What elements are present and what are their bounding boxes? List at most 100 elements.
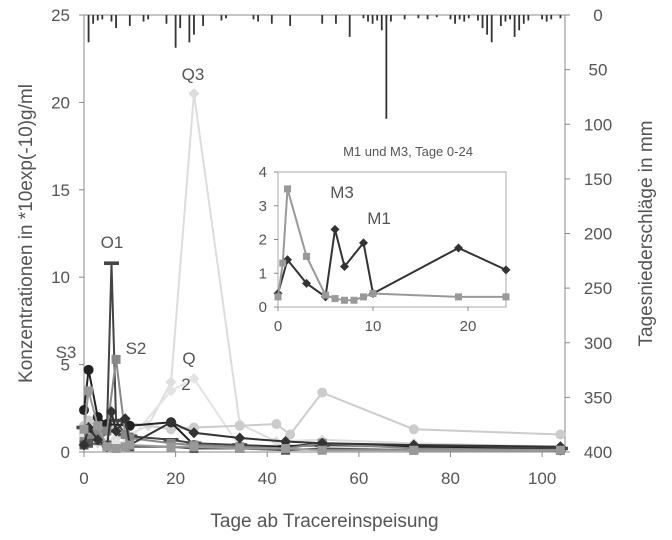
precipitation-bar — [491, 15, 493, 42]
y-right-tick-label: 250 — [584, 279, 612, 298]
annotation-label: S3 — [56, 343, 77, 362]
precipitation-bar — [381, 15, 383, 30]
precipitation-bar — [523, 15, 525, 24]
precipitation-bar — [436, 15, 438, 17]
precipitation-bar — [550, 15, 552, 19]
precipitation-bar — [404, 15, 406, 19]
series-point-q1 — [317, 388, 327, 398]
annotation-label: S2 — [126, 339, 147, 358]
precipitation-bar — [372, 15, 374, 24]
precipitation-bar — [459, 15, 461, 19]
series-point-o1 — [104, 261, 119, 265]
precipitation-bar — [221, 15, 223, 20]
inset-y-tick-label: 0 — [259, 299, 267, 316]
series-point-s2 — [112, 355, 121, 364]
precipitation-bar — [193, 15, 195, 35]
y-tick-label: 0 — [61, 443, 70, 462]
y-right-axis-label: Tagesniederschläge in mm — [636, 120, 657, 346]
series-point-s3 — [84, 365, 94, 375]
precipitation-bar — [546, 15, 548, 22]
precipitation-bar — [202, 15, 204, 26]
inset-annotation-label: M1 — [367, 209, 391, 228]
series-point-m3 — [318, 446, 327, 455]
x-axis-label: Tage ab Tracereinspeisung — [210, 511, 438, 532]
precipitation-bar — [463, 15, 465, 22]
inset-title: M1 und M3, Tage 0-24 — [343, 144, 473, 159]
inset-series-point-m3 — [303, 253, 310, 260]
inset-x-tick-label: 0 — [274, 318, 282, 335]
x-tick-label: 60 — [349, 469, 368, 488]
precipitation-bar — [111, 15, 113, 22]
series-point-q1 — [235, 421, 245, 431]
precipitation-bar — [97, 15, 99, 20]
precipitation-bar — [486, 15, 488, 35]
y-right-tick-label: 350 — [584, 388, 612, 407]
x-tick-label: 80 — [441, 469, 460, 488]
precipitation-bar — [143, 15, 145, 22]
precipitation-bar — [257, 15, 259, 22]
annotation-label: Q — [182, 349, 195, 368]
precipitation-bar — [92, 15, 94, 24]
y-tick-label: 10 — [51, 268, 70, 287]
precipitation-bar — [454, 15, 456, 24]
inset-series-point-m3 — [279, 260, 286, 267]
precipitation-bar — [385, 15, 387, 119]
y-tick-label: 25 — [51, 6, 70, 25]
series-point-m3 — [189, 442, 198, 451]
series-point-m3 — [84, 386, 93, 395]
inset-y-tick-label: 4 — [259, 164, 267, 181]
series-point-q1 — [555, 430, 565, 440]
series-point-m3 — [556, 446, 565, 455]
precipitation-bar — [271, 15, 273, 24]
series-point-q1 — [271, 419, 281, 429]
precipitation-bar — [560, 15, 562, 18]
series-point-m3 — [80, 425, 89, 434]
y-tick-label: 15 — [51, 181, 70, 200]
precipitation-bar — [349, 15, 351, 37]
y-tick-label: 20 — [51, 93, 70, 112]
inset-series-point-m3 — [332, 295, 339, 302]
series-point-m3 — [93, 421, 102, 430]
precipitation-bar — [88, 15, 90, 42]
precipitation-bar — [514, 15, 516, 37]
series-point-m3 — [102, 442, 111, 451]
inset-y-tick-label: 1 — [259, 265, 267, 282]
annotation-label: Q3 — [182, 65, 205, 84]
x-tick-label: 0 — [79, 469, 88, 488]
precipitation-bar — [390, 15, 392, 22]
precipitation-bar — [367, 15, 369, 22]
x-tick-label: 20 — [166, 469, 185, 488]
inset-annotation-label: M3 — [330, 183, 354, 202]
inset-series-point-m3 — [360, 293, 367, 300]
y-right-tick-label: 100 — [584, 115, 612, 134]
precipitation-bar — [468, 15, 470, 18]
y-right-tick-label: 400 — [584, 443, 612, 462]
precipitation-bar — [505, 15, 507, 22]
precipitation-bar — [289, 15, 291, 26]
series-point-m3 — [112, 444, 121, 453]
series-point-m3 — [409, 446, 418, 455]
precipitation-bar — [477, 15, 479, 20]
precipitation-bar — [482, 15, 484, 28]
precipitation-bar — [427, 15, 429, 19]
inset-series-point-m3 — [503, 293, 510, 300]
precipitation-bar — [115, 15, 117, 28]
y-axis-label: Konzentrationen in *10exp(-10)g/ml — [16, 84, 37, 383]
y-right-tick-label: 50 — [589, 61, 608, 80]
series-point-q1 — [409, 424, 419, 434]
precipitation-bar — [179, 15, 181, 28]
precipitation-bar — [418, 15, 420, 18]
precipitation-bar — [101, 15, 103, 19]
precipitation-bar — [147, 15, 149, 19]
series-point-m3 — [235, 444, 244, 453]
precipitation-bar — [363, 15, 365, 18]
precipitation-bar — [188, 15, 190, 42]
inset-x-tick-label: 20 — [460, 318, 477, 335]
y-right-tick-label: 200 — [584, 225, 612, 244]
precipitation-bar — [225, 15, 227, 18]
y-right-tick-label: 150 — [584, 170, 612, 189]
precipitation-bar — [129, 15, 131, 26]
x-tick-label: 40 — [258, 469, 277, 488]
